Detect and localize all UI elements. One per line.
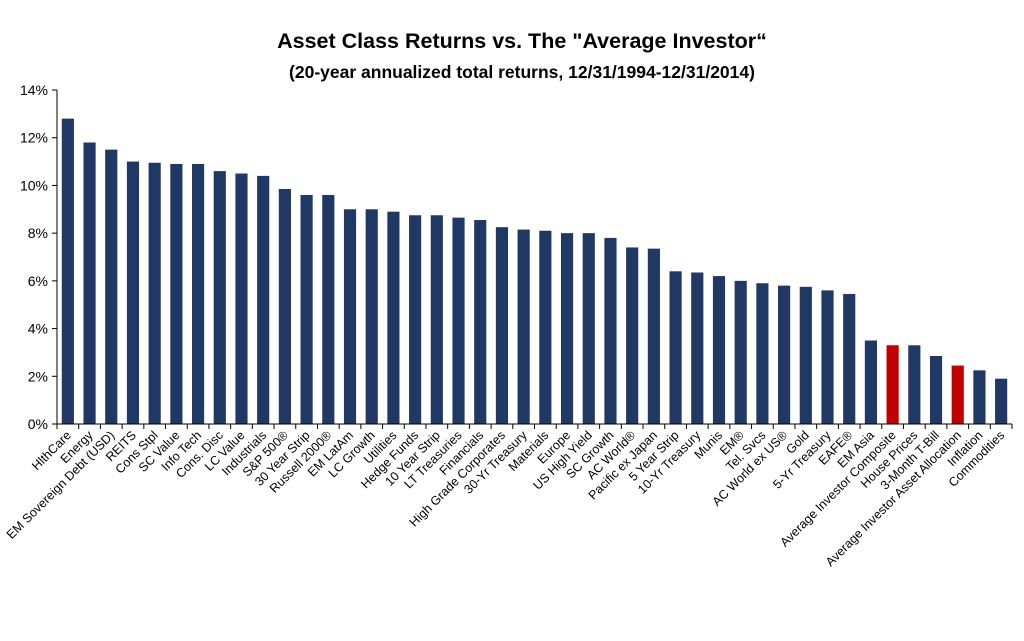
bar: Info Tech bbox=[192, 163, 205, 424]
bar: Average Investor Composite bbox=[886, 345, 899, 424]
bar: HlthCare bbox=[61, 118, 74, 424]
y-tick-label: 0% bbox=[28, 416, 48, 432]
bar: 5 Year Strip bbox=[669, 271, 682, 424]
bar: EAFE® bbox=[843, 293, 856, 424]
bar: 5-Yr Treasury bbox=[821, 290, 834, 424]
bar: Tel. Svcs bbox=[756, 283, 769, 424]
bar: 30-Yr Treasury bbox=[517, 229, 530, 424]
bar: 30 Year Strip bbox=[300, 194, 313, 424]
bar: Industrials bbox=[257, 175, 270, 424]
bar: SC Value bbox=[170, 163, 183, 424]
bar: AC World ex US® bbox=[778, 285, 791, 424]
bar: Cons. Disc bbox=[213, 171, 226, 424]
y-tick-label: 10% bbox=[20, 177, 48, 193]
y-tick-label: 6% bbox=[28, 273, 48, 289]
bar: REITS bbox=[126, 161, 140, 425]
bar: Gold bbox=[799, 286, 812, 424]
bars-group: HlthCare Energy EM Sovereign Debt (USD) REI… bbox=[61, 118, 1008, 425]
bar: AC World® bbox=[626, 247, 639, 424]
bar: 10-Yr Treasury bbox=[691, 272, 704, 424]
bar: High Grade Corporates bbox=[495, 227, 509, 424]
bar: 10 Year Strip bbox=[430, 215, 443, 424]
bar: Commodities bbox=[995, 378, 1008, 424]
bar: Energy bbox=[83, 142, 96, 424]
bar: US High Yield bbox=[582, 233, 595, 424]
bar: Europe bbox=[560, 233, 574, 424]
y-tick-label: 14% bbox=[20, 82, 48, 98]
bar: Utilities bbox=[387, 211, 400, 424]
bar: Cons Stpl bbox=[148, 162, 161, 424]
y-tick-label: 8% bbox=[28, 225, 48, 241]
y-tick-label: 12% bbox=[20, 130, 48, 146]
bar: Inflation bbox=[973, 370, 986, 424]
bar: LT Treasuries bbox=[452, 217, 465, 424]
y-tick-label: 4% bbox=[28, 321, 48, 337]
bar: Financials bbox=[474, 220, 487, 424]
bar: LC Growth bbox=[365, 209, 378, 424]
bar: House Prices bbox=[908, 345, 921, 424]
y-tick-label: 2% bbox=[28, 368, 48, 384]
bar: S&P 500® bbox=[278, 189, 291, 424]
bar: EM® bbox=[734, 280, 747, 424]
bar: Russell 2000® bbox=[322, 194, 335, 424]
bar: Average Investor Asset Allocation bbox=[951, 365, 964, 424]
bar: Pacific ex Japan bbox=[647, 248, 660, 424]
chart-subtitle: (20-year annualized total returns, 12/31… bbox=[289, 62, 755, 82]
bar: Munis bbox=[712, 276, 726, 424]
bar: Hedge Funds bbox=[409, 215, 422, 424]
bar: SC Growth bbox=[604, 237, 617, 424]
bar: EM Asia bbox=[864, 340, 877, 424]
chart-title: Asset Class Returns vs. The "Average Inv… bbox=[277, 29, 767, 53]
bar: EM Sovereign Debt (USD) bbox=[105, 149, 118, 424]
y-axis: 0% 2% 4% 6% 8% 10% 12% 14% bbox=[20, 82, 58, 432]
bar: Materials bbox=[539, 230, 552, 424]
bar: LC Value bbox=[235, 173, 248, 424]
bar: 3-Month T-Bill bbox=[929, 356, 943, 424]
bar: EM LatAm bbox=[343, 209, 357, 424]
